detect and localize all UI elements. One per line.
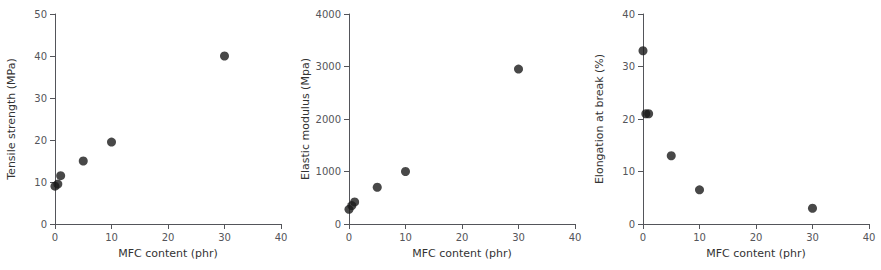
svg-text:10: 10 [622, 166, 635, 177]
svg-text:40: 40 [863, 232, 876, 243]
svg-text:30: 30 [218, 232, 231, 243]
svg-text:1000: 1000 [316, 166, 341, 177]
svg-text:30: 30 [512, 232, 525, 243]
svg-text:0: 0 [335, 219, 341, 230]
svg-text:20: 20 [622, 114, 635, 125]
svg-text:10: 10 [693, 232, 706, 243]
svg-text:4000: 4000 [316, 9, 341, 20]
svg-text:40: 40 [622, 9, 635, 20]
svg-text:0: 0 [640, 232, 646, 243]
svg-text:30: 30 [806, 232, 819, 243]
svg-text:0: 0 [41, 219, 47, 230]
svg-text:Elastic modulus (Mpa): Elastic modulus (Mpa) [299, 58, 312, 180]
svg-text:Elongation at break (%): Elongation at break (%) [593, 54, 606, 184]
svg-text:Tensile strength (MPa): Tensile strength (MPa) [5, 58, 18, 180]
svg-text:10: 10 [399, 232, 412, 243]
svg-text:0: 0 [346, 232, 352, 243]
svg-text:0: 0 [52, 232, 58, 243]
svg-text:30: 30 [34, 93, 47, 104]
svg-text:3000: 3000 [316, 61, 341, 72]
svg-text:20: 20 [34, 135, 47, 146]
svg-text:10: 10 [105, 232, 118, 243]
svg-text:MFC content (phr): MFC content (phr) [412, 247, 512, 260]
svg-text:40: 40 [275, 232, 288, 243]
svg-text:MFC content (phr): MFC content (phr) [118, 247, 218, 260]
svg-text:30: 30 [622, 61, 635, 72]
svg-text:20: 20 [750, 232, 763, 243]
svg-text:40: 40 [569, 232, 582, 243]
svg-text:10: 10 [34, 177, 47, 188]
svg-text:0: 0 [629, 219, 635, 230]
svg-text:50: 50 [34, 9, 47, 20]
svg-text:20: 20 [456, 232, 469, 243]
svg-text:MFC content (phr): MFC content (phr) [706, 247, 806, 260]
svg-text:40: 40 [34, 51, 47, 62]
svg-text:2000: 2000 [316, 114, 341, 125]
svg-text:20: 20 [162, 232, 175, 243]
